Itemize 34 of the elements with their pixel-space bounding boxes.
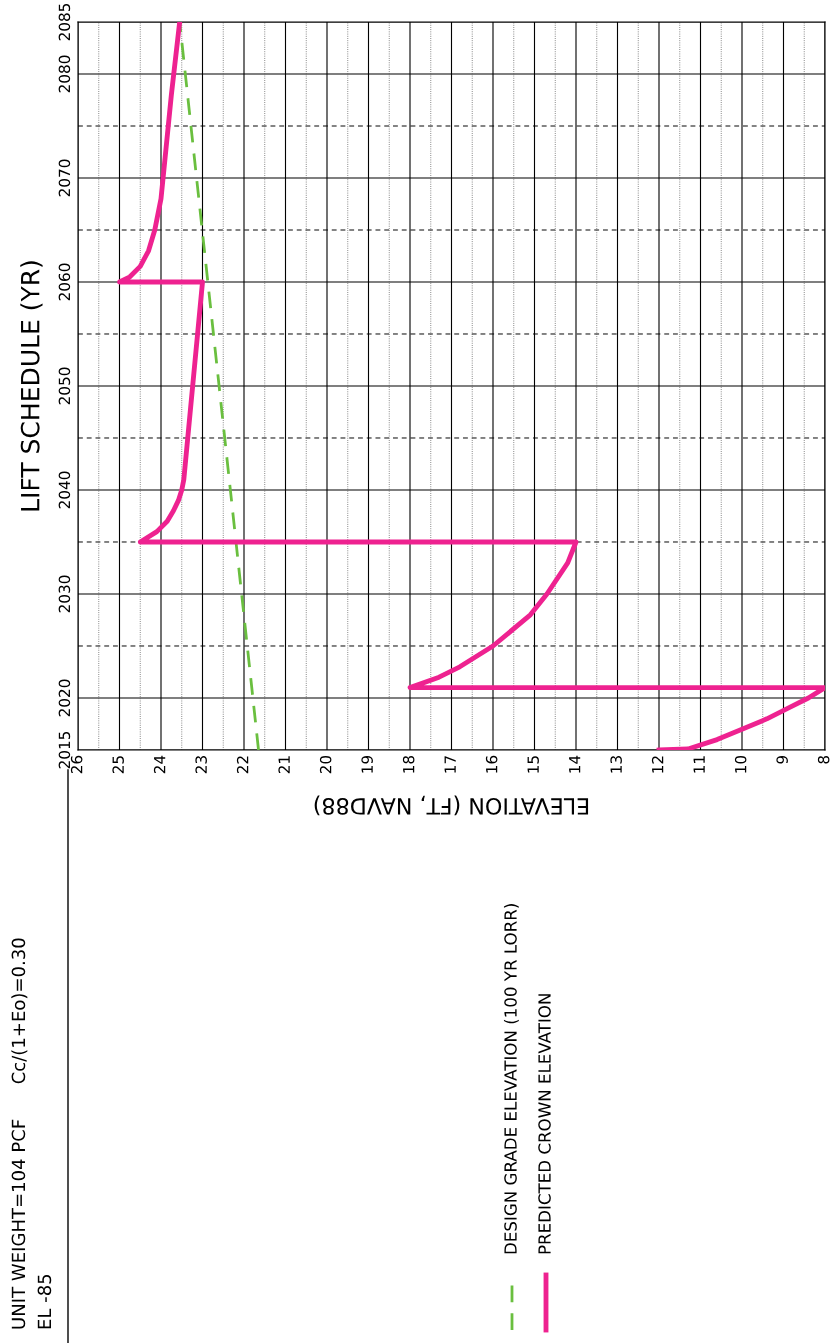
text: UNIT WEIGHT=104 PCF Cc/(1+Eo)=0.30 (11, 938, 28, 1329)
text: EL -85 (37, 1274, 52, 1329)
y-tick-label: 2085 (58, 3, 71, 41)
y-tick-label: 2030 (58, 575, 71, 613)
y-tick-label: 2020 (58, 679, 71, 717)
x-tick-label: 20 (319, 755, 332, 774)
x-tick-label: 8 (817, 755, 830, 764)
y-tick-label: 2050 (58, 367, 71, 405)
x-tick-label: 12 (651, 756, 664, 773)
y-tick-label: 2040 (58, 471, 71, 509)
x-tick-label: 13 (610, 756, 622, 773)
x-tick-label: 24 (153, 755, 166, 774)
x-tick-label: 9 (776, 755, 788, 764)
y-tick-label: 2080 (58, 55, 71, 93)
x-tick-label: 21 (278, 756, 290, 774)
y-axis-title: LIFT SCHEDULE (YR) (20, 261, 43, 511)
y-tick-label: 2070 (58, 159, 71, 197)
x-tick-label: 23 (195, 756, 207, 774)
text: PREDICTED CROWN ELEVATION (538, 994, 551, 1254)
x-tick-label: 10 (734, 755, 747, 773)
x-tick-label: 17 (444, 756, 456, 773)
x-tick-label: 14 (569, 755, 581, 773)
x-tick-label: 22 (236, 756, 249, 774)
x-tick-label: 15 (527, 756, 539, 773)
text: DESIGN GRADE ELEVATION (100 YR LORR) (503, 904, 519, 1254)
x-axis-title: ELEVATION (FT, NAVD88) (314, 795, 589, 816)
x-tick-label: 25 (112, 756, 124, 774)
x-tick-label: 11 (693, 756, 705, 773)
x-tick-label: 19 (361, 755, 373, 773)
x-tick-label: 16 (485, 755, 498, 773)
x-tick-label: 26 (70, 755, 83, 774)
y-tick-label: 2060 (58, 263, 71, 301)
x-tick-label: 18 (402, 755, 415, 773)
y-tick-label: 2015 (58, 731, 71, 769)
